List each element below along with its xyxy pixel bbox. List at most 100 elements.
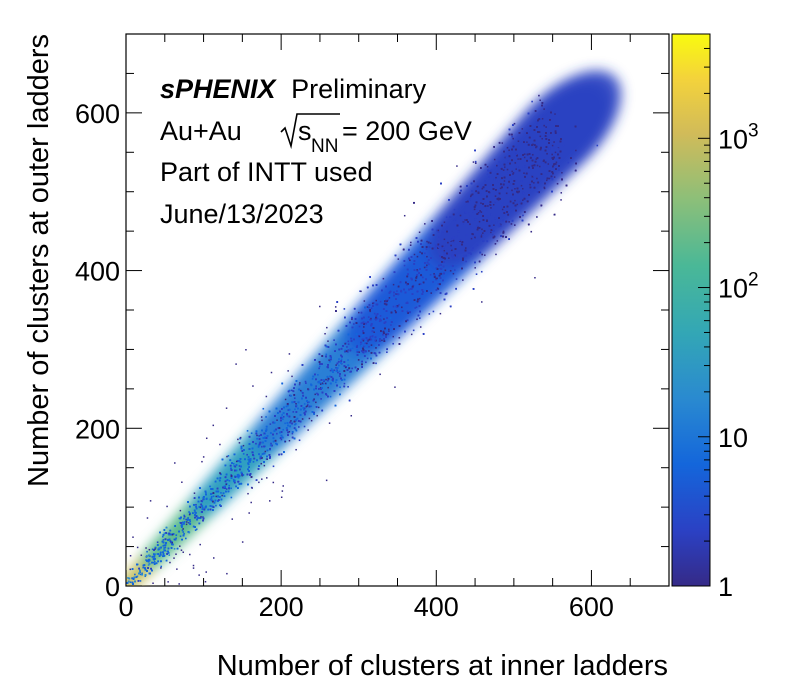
heatmap-point bbox=[305, 382, 307, 384]
heatmap-point bbox=[358, 325, 361, 328]
heatmap-point bbox=[178, 517, 181, 520]
heatmap-point bbox=[360, 322, 363, 325]
heatmap-point bbox=[505, 156, 508, 159]
heatmap-point bbox=[327, 379, 329, 382]
heatmap-point bbox=[210, 497, 213, 500]
heatmap-point bbox=[147, 564, 150, 566]
heatmap-point bbox=[362, 326, 365, 328]
heatmap-point bbox=[246, 430, 249, 432]
heatmap-point bbox=[179, 521, 181, 524]
heatmap-point bbox=[298, 383, 301, 386]
heatmap-point bbox=[531, 153, 534, 156]
heatmap-point bbox=[261, 445, 263, 448]
heatmap-point bbox=[543, 186, 546, 189]
heatmap-point bbox=[423, 266, 426, 269]
heatmap-point bbox=[418, 317, 421, 319]
heatmap-point bbox=[134, 573, 136, 576]
heatmap-point bbox=[353, 323, 355, 325]
heatmap-point bbox=[517, 191, 519, 194]
heatmap-point bbox=[164, 546, 167, 549]
heatmap-point bbox=[475, 273, 478, 275]
heatmap-point bbox=[545, 126, 547, 128]
heatmap-point bbox=[438, 236, 440, 238]
heatmap-point bbox=[415, 275, 418, 278]
heatmap-point bbox=[142, 566, 144, 569]
heatmap-point bbox=[390, 324, 392, 326]
heatmap-point bbox=[498, 161, 500, 164]
heatmap-point bbox=[298, 426, 300, 428]
heatmap-point bbox=[523, 153, 526, 156]
heatmap-point bbox=[480, 211, 483, 213]
heatmap-point bbox=[152, 561, 155, 564]
heatmap-point bbox=[292, 411, 295, 413]
heatmap-point bbox=[255, 442, 257, 445]
heatmap-point bbox=[567, 161, 570, 164]
heatmap-point bbox=[522, 181, 524, 183]
heatmap-point bbox=[319, 387, 322, 389]
heatmap-point bbox=[396, 290, 398, 292]
heatmap-point bbox=[163, 547, 165, 549]
heatmap-point bbox=[347, 343, 350, 345]
heatmap-point bbox=[444, 269, 447, 272]
heatmap-point bbox=[173, 548, 176, 550]
heatmap-point bbox=[158, 548, 161, 550]
heatmap-point bbox=[481, 187, 484, 190]
heatmap-point bbox=[387, 299, 390, 301]
heatmap-point bbox=[536, 164, 539, 167]
heatmap-point bbox=[491, 233, 494, 236]
heatmap-point bbox=[502, 169, 505, 171]
heatmap-point bbox=[139, 573, 142, 576]
heatmap-point bbox=[346, 346, 348, 348]
heatmap-density bbox=[126, 70, 622, 586]
heatmap-point bbox=[291, 432, 294, 435]
heatmap-point bbox=[294, 423, 296, 426]
heatmap-point bbox=[502, 186, 505, 188]
heatmap-point bbox=[551, 153, 553, 156]
heatmap-point bbox=[428, 263, 430, 266]
heatmap-point bbox=[215, 504, 217, 507]
heatmap-point bbox=[280, 416, 282, 419]
heatmap-point bbox=[228, 479, 231, 482]
heatmap-point bbox=[288, 394, 291, 397]
heatmap-point bbox=[303, 403, 306, 405]
heatmap-point bbox=[304, 380, 307, 383]
heatmap-point bbox=[295, 423, 297, 425]
heatmap-point bbox=[477, 212, 480, 214]
heatmap-point bbox=[531, 100, 533, 103]
heatmap-point bbox=[522, 166, 525, 168]
heatmap-point bbox=[553, 141, 555, 143]
heatmap-point bbox=[513, 224, 516, 226]
heatmap-point bbox=[325, 394, 328, 396]
heatmap-point bbox=[471, 227, 474, 230]
heatmap-point bbox=[246, 453, 248, 456]
heatmap-point bbox=[256, 437, 258, 440]
heatmap-point bbox=[269, 423, 272, 425]
heatmap-point bbox=[535, 146, 537, 149]
heatmap-point bbox=[367, 316, 370, 318]
heatmap-point bbox=[242, 453, 245, 455]
heatmap-point bbox=[480, 270, 483, 273]
heatmap-point bbox=[536, 216, 538, 218]
heatmap-point bbox=[276, 432, 278, 435]
heatmap-point bbox=[453, 208, 456, 211]
heatmap-point bbox=[486, 173, 489, 176]
heatmap-point bbox=[555, 161, 558, 164]
heatmap-point bbox=[136, 575, 139, 578]
heatmap-point bbox=[257, 446, 260, 448]
heatmap-point bbox=[522, 214, 524, 217]
heatmap-point bbox=[416, 255, 419, 258]
heatmap-point bbox=[338, 358, 340, 360]
heatmap-point bbox=[357, 359, 360, 361]
heatmap-point bbox=[466, 241, 469, 244]
heatmap-point bbox=[202, 516, 204, 518]
heatmap-point bbox=[513, 122, 516, 125]
heatmap-point bbox=[481, 253, 483, 256]
heatmap-point bbox=[474, 160, 477, 163]
heatmap-cell bbox=[499, 70, 622, 193]
heatmap-point bbox=[551, 118, 554, 121]
heatmap-point bbox=[151, 548, 154, 551]
heatmap-point bbox=[282, 416, 285, 418]
heatmap-point bbox=[455, 226, 457, 229]
heatmap-point bbox=[463, 254, 465, 257]
